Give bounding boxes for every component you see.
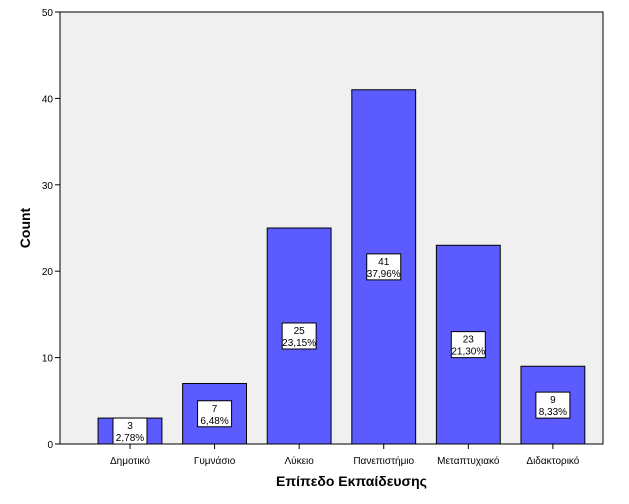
y-axis-title: Count [17, 207, 33, 248]
y-axis-ticks: 0 10 20 30 40 50 [42, 8, 60, 451]
x-tick-label: Μεταπτυχιακό [437, 455, 500, 467]
data-label-box [112, 417, 148, 445]
x-axis-title: Επίπεδο Εκπαίδευσης [276, 473, 427, 489]
data-label-percent: 2,78% [116, 433, 144, 444]
data-label-count: 7 [212, 404, 218, 415]
x-tick-label: Γυμνάσιο [194, 455, 236, 467]
data-label-percent: 37,96% [367, 269, 401, 280]
y-tick-label: 50 [42, 8, 54, 19]
data-label-count: 23 [463, 335, 475, 346]
data-label-box [450, 331, 486, 359]
x-tick-label: Πανεπιστήμιο [353, 455, 414, 467]
y-tick-label: 10 [42, 354, 54, 365]
data-label-count: 9 [550, 395, 556, 406]
x-axis-ticks: Δημοτικό Γυμνάσιο Λύκειο Πανεπιστήμιο Μεταπτ… [110, 444, 580, 467]
data-label-percent: 23,15% [282, 338, 316, 349]
data-label-box [197, 400, 233, 428]
x-tick-label: Δημοτικό [110, 455, 150, 467]
x-tick-label: Διδακτορικό [526, 455, 579, 467]
data-label-percent: 21,30% [451, 347, 485, 358]
x-tick-label: Λύκειο [284, 455, 314, 467]
y-tick-label: 20 [42, 267, 54, 278]
data-label-box [535, 391, 571, 419]
y-tick-label: 30 [42, 181, 54, 192]
y-tick-label: 40 [42, 94, 54, 105]
data-label-percent: 6,48% [200, 416, 228, 427]
data-label-count: 3 [127, 421, 133, 432]
data-label-percent: 8,33% [539, 407, 567, 418]
y-tick-label: 0 [47, 440, 53, 451]
data-label-count: 25 [294, 326, 306, 337]
data-label-count: 41 [378, 257, 390, 268]
data-label-box [281, 322, 317, 350]
data-label-box [366, 253, 402, 281]
